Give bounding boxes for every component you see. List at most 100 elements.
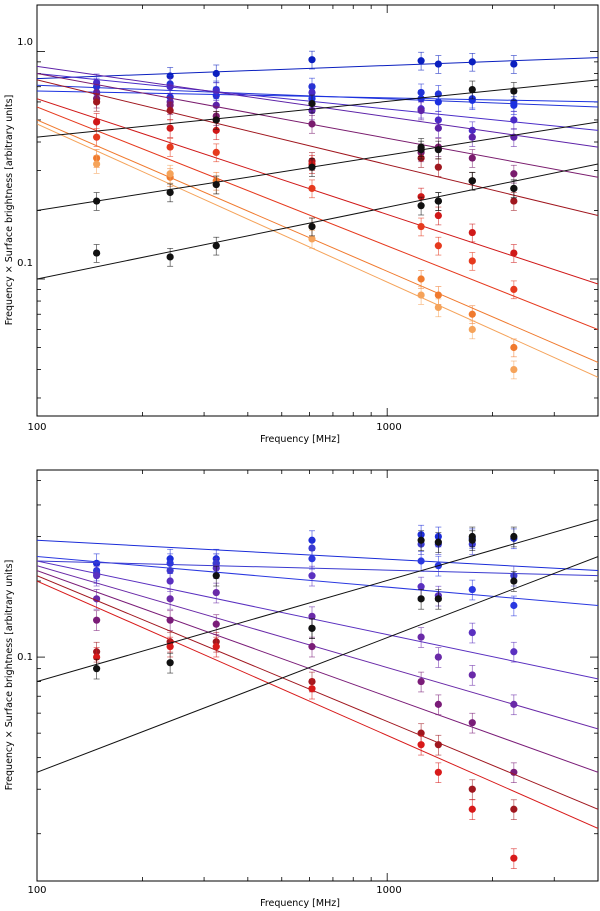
data-point [468,719,476,727]
data-point [434,124,442,132]
x-tick-label-1000: 1000 [376,885,401,896]
data-point [417,557,425,565]
data-point [212,242,220,250]
y-tick-label-0.1: 0.1 [17,652,33,663]
y-tick-label-0.1: 0.1 [17,258,33,269]
y-axis-label: Frequency × Surface brightness [arbitrar… [4,95,15,326]
data-point [510,768,518,776]
fit-line [37,121,598,211]
data-point [468,58,476,66]
data-point [434,60,442,68]
data-point [434,595,442,603]
fit-line [37,106,598,330]
data-point [308,612,316,620]
fit-line [37,163,598,280]
plot-area [37,519,598,869]
data-point [434,768,442,776]
fit-line [37,119,598,363]
data-point [166,143,174,151]
data-point [510,700,518,708]
fit-line [37,539,598,572]
data-point [417,106,425,115]
data-point [417,633,425,641]
data-point [417,222,425,231]
data-point [212,180,220,189]
data-point [308,88,316,97]
data-point [417,57,425,65]
data-point [308,572,316,580]
data-point [468,805,476,813]
data-point [434,242,442,250]
data-point [434,653,442,661]
data-point [417,275,425,283]
data-point [434,538,442,546]
data-point [417,146,425,154]
data-point [212,643,220,651]
x-tick-label-100: 100 [27,422,46,433]
data-point [510,197,518,205]
data-point [434,741,442,749]
fit-line [37,570,598,773]
data-point [308,222,316,231]
data-point [468,585,476,594]
data-point [93,118,101,126]
data-point [510,116,518,124]
data-point [308,56,316,64]
fit-line [37,57,598,80]
data-point [93,665,101,673]
data-point [417,193,425,201]
data-point [93,98,101,106]
fit-line [37,519,598,683]
data-point [212,69,220,78]
data-point [468,785,476,793]
data-point [434,211,442,220]
x-axis-label: Frequency [MHz] [260,434,340,445]
x-tick-label-100: 100 [27,885,46,896]
data-point [468,671,476,679]
data-point [468,325,476,334]
fit-line [37,79,598,217]
data-point [510,101,518,109]
data-point [166,170,174,178]
data-point [308,643,316,651]
data-point [166,566,174,575]
data-point [510,87,518,95]
data-point [212,572,220,580]
data-point [308,235,316,243]
data-point [417,595,425,603]
data-point [510,343,518,352]
data-point [417,741,425,749]
data-point [308,99,316,108]
data-point [468,532,476,541]
data-point [308,120,316,128]
data-point [417,536,425,544]
y-axis-label: Frequency × Surface brightness [arbitrar… [4,560,15,791]
data-point [212,148,220,157]
data-point [166,83,174,91]
data-point [93,572,101,580]
data-point [510,648,518,656]
data-point [510,60,518,68]
top-panel: 100 1000 1.0 0.1 Frequency [MHz] Frequen… [4,4,599,445]
plot-area [37,50,598,380]
data-point [93,249,101,257]
bottom-panel: 100 1000 0.1 Frequency [MHz] Frequency ×… [4,469,599,909]
data-point [308,685,316,693]
data-point [93,160,101,168]
data-point [417,677,425,686]
data-point [434,197,442,205]
data-point [468,154,476,162]
data-point [212,588,220,597]
fit-line [37,565,598,730]
data-point [212,87,220,95]
data-point [434,163,442,171]
data-point [308,184,316,193]
data-point [308,624,316,632]
data-point [468,629,476,637]
data-point [166,643,174,651]
fit-line [37,575,598,810]
data-point [166,659,174,667]
data-point [212,126,220,134]
fit-line [37,90,598,103]
data-point [166,616,174,624]
